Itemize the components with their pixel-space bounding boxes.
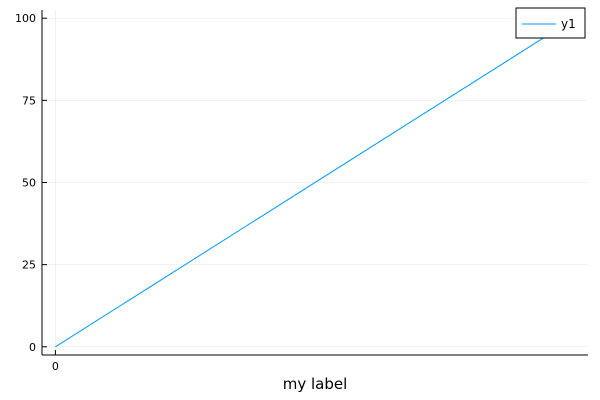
ticks: 0 25 50 75 100 0 bbox=[15, 12, 59, 373]
series-layer bbox=[55, 17, 575, 348]
y-tick-label: 100 bbox=[15, 12, 36, 25]
y-tick-label: 50 bbox=[22, 177, 36, 190]
legend-box bbox=[515, 7, 586, 39]
legend-label: y1 bbox=[561, 17, 576, 31]
x-axis-label: my label bbox=[283, 375, 348, 393]
y-tick-label: 25 bbox=[22, 259, 36, 272]
y-tick-label: 75 bbox=[22, 94, 36, 107]
series-line-y1 bbox=[55, 17, 575, 348]
x-tick-label: 0 bbox=[52, 360, 59, 373]
legend: y1 bbox=[515, 7, 586, 39]
y-tick-label: 0 bbox=[29, 341, 36, 354]
